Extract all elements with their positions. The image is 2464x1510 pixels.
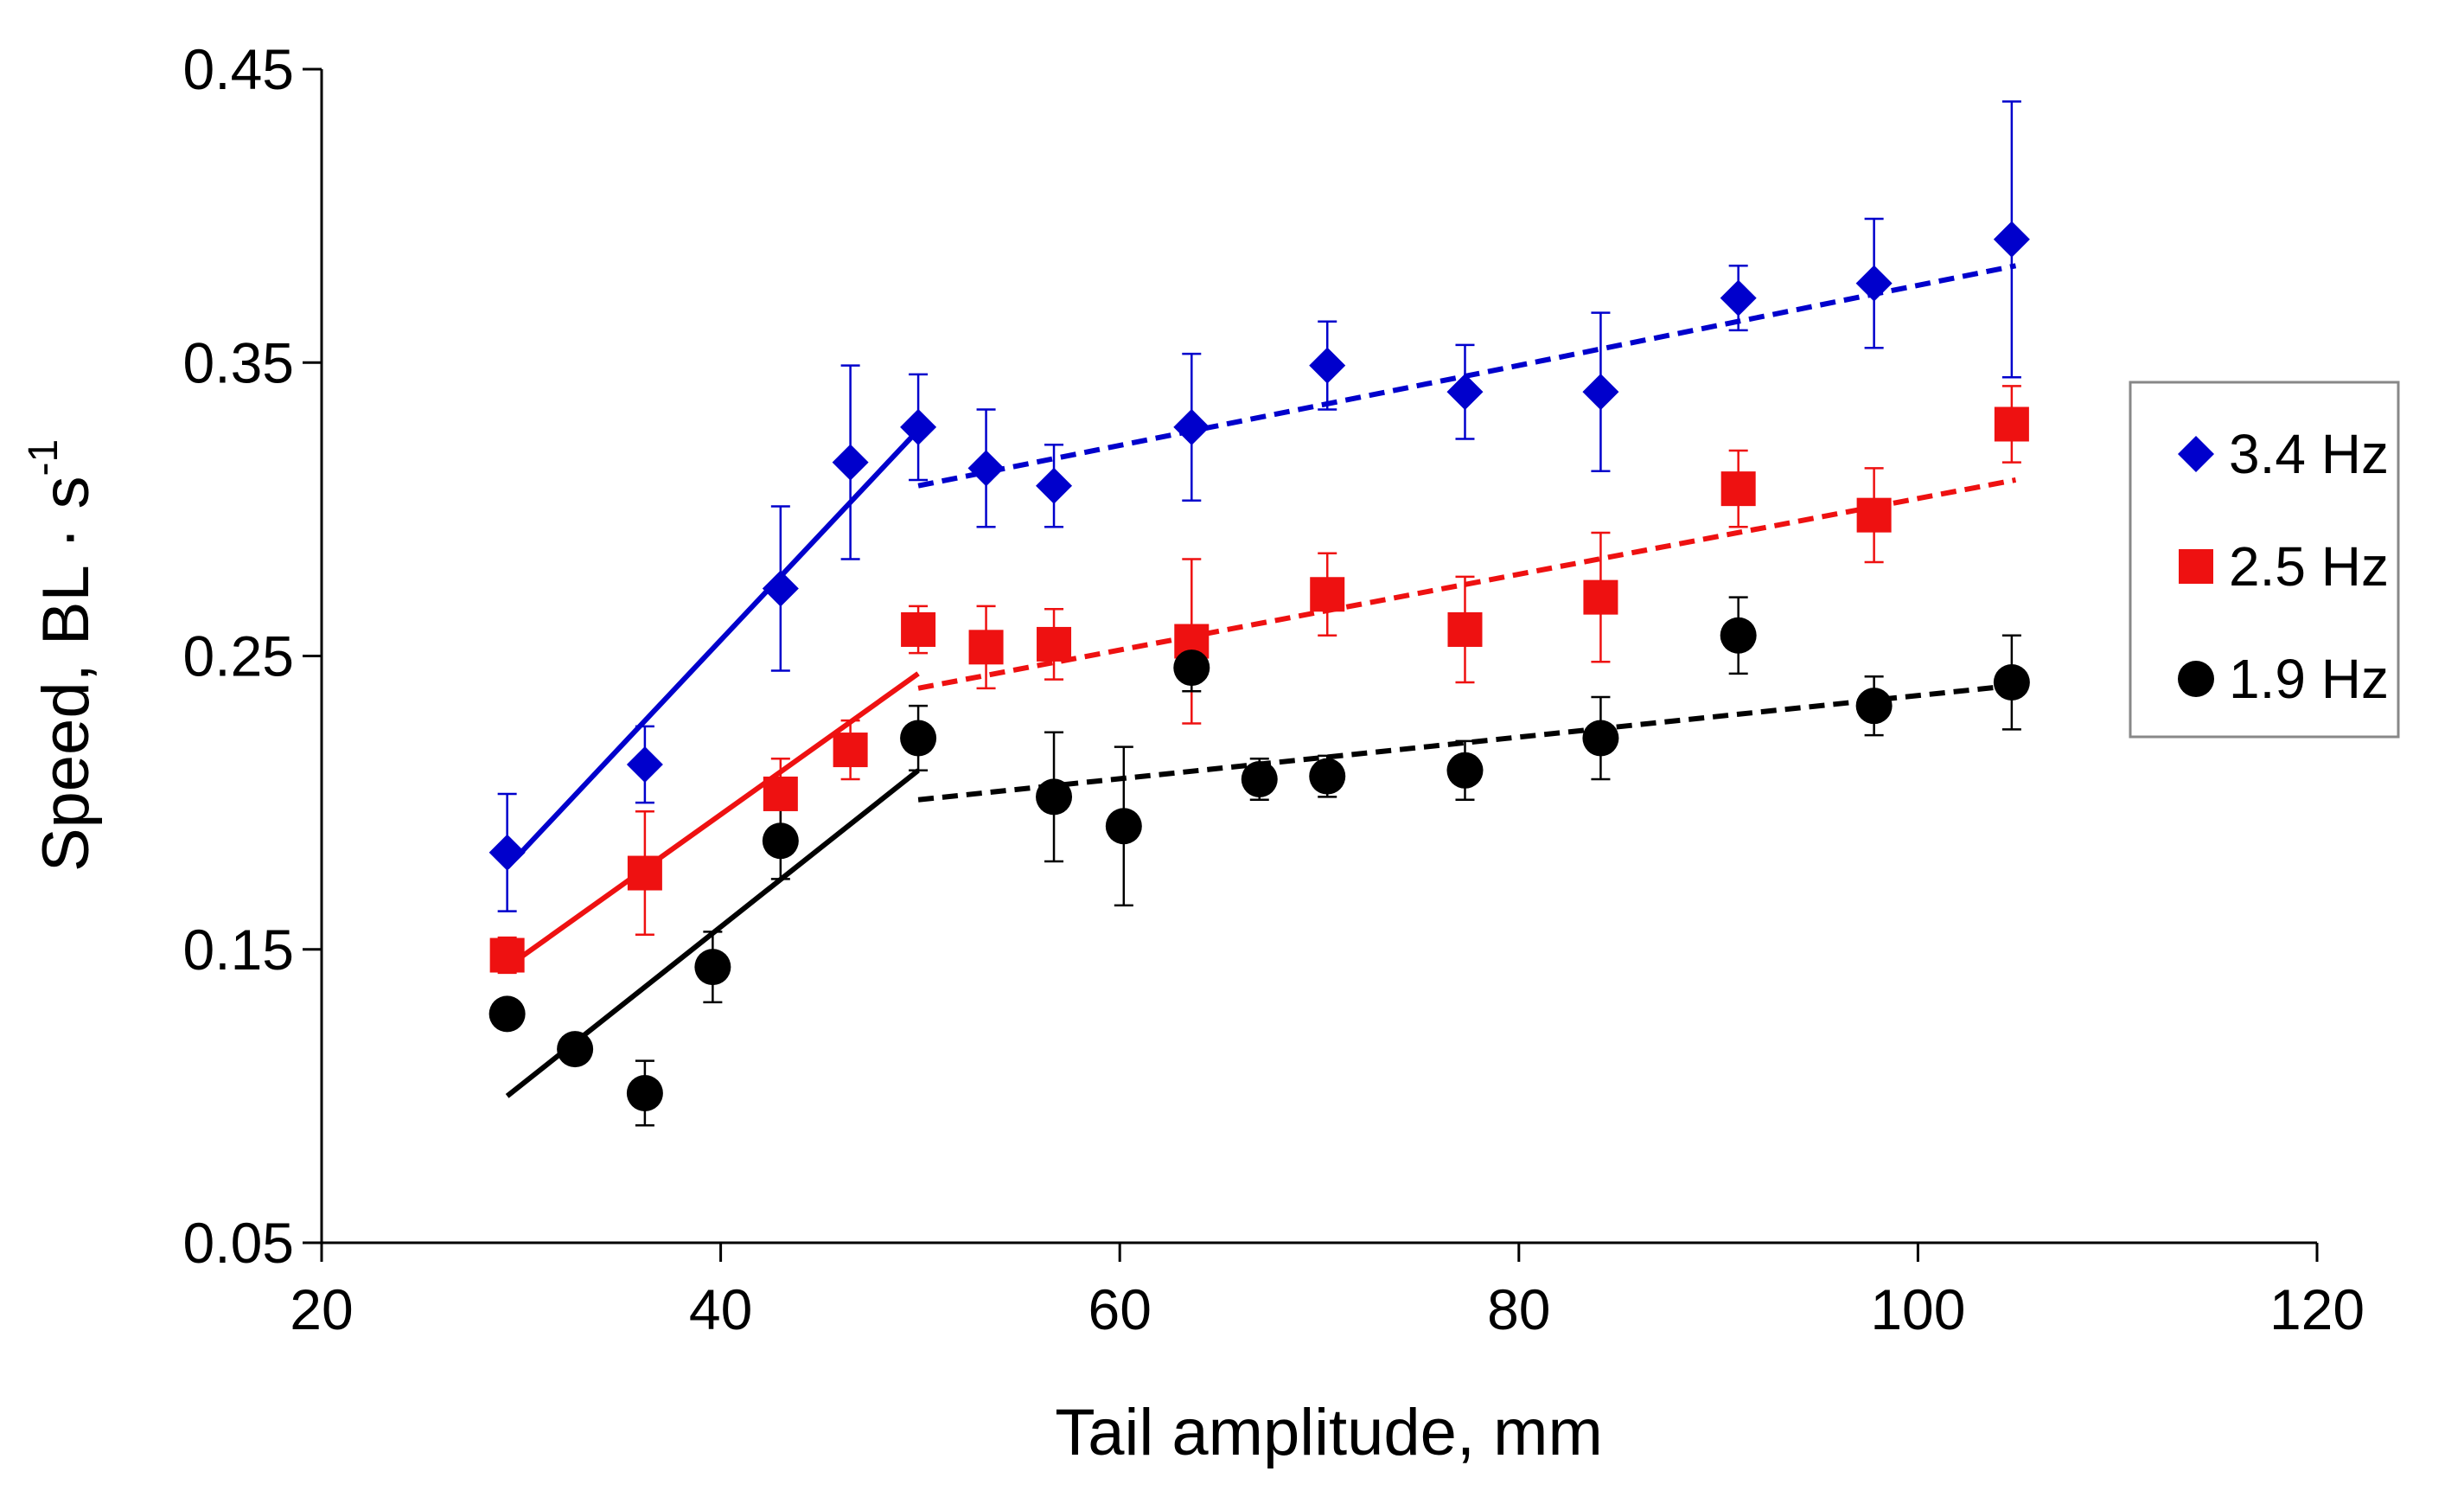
data-point-2p5-hz xyxy=(1583,579,1618,615)
data-point-1p9-hz xyxy=(1446,752,1484,789)
legend-item-3p4-hz: 3.4 Hz xyxy=(2178,423,2389,485)
data-point-2p5-hz xyxy=(833,733,868,768)
legend-item-2p5-hz: 2.5 Hz xyxy=(2179,535,2389,598)
fit-line-solid-3p4-hz xyxy=(505,428,921,869)
legend-marker-2p5-hz xyxy=(2179,549,2213,584)
x-axis-title: Tail amplitude, mm xyxy=(1055,1396,1603,1469)
fit-lines xyxy=(505,263,2017,1098)
data-point-1p9-hz xyxy=(762,822,799,860)
data-point-3p4-hz xyxy=(1720,279,1757,317)
data-point-1p9-hz xyxy=(488,995,526,1033)
data-point-1p9-hz xyxy=(694,949,731,986)
data-point-2p5-hz xyxy=(627,855,662,891)
data-point-2p5-hz xyxy=(1037,626,1072,662)
data-point-2p5-hz xyxy=(489,937,525,973)
y-axis-title-superscript: -1 xyxy=(21,439,67,477)
data-point-1p9-hz xyxy=(1241,760,1278,797)
x-tick-label: 60 xyxy=(1088,1277,1151,1341)
data-point-3p4-hz xyxy=(1993,221,2030,258)
data-markers xyxy=(488,221,2030,1111)
data-point-3p4-hz xyxy=(1309,347,1346,384)
legend-marker-1p9-hz xyxy=(2178,661,2214,697)
data-point-3p4-hz xyxy=(1036,467,1073,504)
data-point-2p5-hz xyxy=(1447,611,1483,647)
plot-area: 0.05 0.15 0.25 0.35 0.45 20 40 60 80 100 120 xyxy=(183,37,2365,1341)
data-point-1p9-hz xyxy=(1173,649,1210,687)
y-axis-title-main: Speed, BL · s xyxy=(29,477,103,873)
data-point-1p9-hz xyxy=(1855,688,1893,725)
data-point-1p9-hz xyxy=(1582,720,1619,757)
y-axis-title: Speed, BL · s-1 xyxy=(21,439,103,872)
x-tick-label: 20 xyxy=(290,1277,353,1341)
x-tick-label: 80 xyxy=(1487,1277,1550,1341)
data-point-3p4-hz xyxy=(1855,265,1893,302)
data-point-3p4-hz xyxy=(1446,374,1484,411)
data-point-2p5-hz xyxy=(1310,577,1345,612)
data-point-2p5-hz xyxy=(1994,406,2029,442)
data-point-1p9-hz xyxy=(626,1074,663,1111)
data-point-3p4-hz xyxy=(626,746,663,784)
y-tick-label: 0.15 xyxy=(183,918,294,982)
y-tick-label: 0.45 xyxy=(183,37,294,101)
data-point-2p5-hz xyxy=(763,776,798,811)
data-point-3p4-hz xyxy=(762,570,799,607)
legend-item-1p9-hz: 1.9 Hz xyxy=(2178,648,2389,710)
data-point-3p4-hz xyxy=(488,834,526,871)
x-tick-label: 40 xyxy=(689,1277,752,1341)
fit-line-dashed-1p9-hz xyxy=(917,682,2016,803)
data-point-3p4-hz xyxy=(1582,374,1619,411)
legend-label: 3.4 Hz xyxy=(2229,423,2389,485)
data-point-1p9-hz xyxy=(1036,778,1073,816)
data-point-3p4-hz xyxy=(832,444,869,481)
data-point-1p9-hz xyxy=(1309,758,1346,795)
data-point-3p4-hz xyxy=(900,408,937,445)
data-point-2p5-hz xyxy=(968,630,1004,665)
legend-label: 1.9 Hz xyxy=(2229,648,2389,710)
legend-items: 3.4 Hz 2.5 Hz 1.9 Hz xyxy=(2178,423,2389,710)
data-point-1p9-hz xyxy=(900,720,937,757)
x-tick-label: 120 xyxy=(2269,1277,2365,1341)
data-point-2p5-hz xyxy=(901,611,936,647)
data-point-1p9-hz xyxy=(1993,664,2030,701)
data-point-2p5-hz xyxy=(1720,471,1756,507)
legend-label: 2.5 Hz xyxy=(2229,535,2389,598)
y-tick-label: 0.05 xyxy=(183,1211,294,1275)
svg-text:Speed, BL · s-1: Speed, BL · s-1 xyxy=(21,439,103,872)
x-ticks: 20 40 60 80 100 120 xyxy=(290,1243,2365,1341)
y-ticks: 0.05 0.15 0.25 0.35 0.45 xyxy=(183,37,322,1275)
y-tick-label: 0.35 xyxy=(183,330,294,394)
data-point-1p9-hz xyxy=(1105,808,1142,845)
data-point-1p9-hz xyxy=(1720,617,1757,654)
legend: 3.4 Hz 2.5 Hz 1.9 Hz xyxy=(2129,381,2400,739)
legend-marker-3p4-hz xyxy=(2178,436,2214,472)
data-point-2p5-hz xyxy=(1856,497,1892,533)
data-point-3p4-hz xyxy=(967,450,1005,487)
legend-box xyxy=(2129,381,2400,739)
data-point-3p4-hz xyxy=(1173,408,1210,445)
y-tick-label: 0.25 xyxy=(183,624,294,688)
x-tick-label: 100 xyxy=(1870,1277,1965,1341)
fit-line-dashed-2p5-hz xyxy=(917,477,2017,691)
data-point-1p9-hz xyxy=(557,1031,594,1068)
